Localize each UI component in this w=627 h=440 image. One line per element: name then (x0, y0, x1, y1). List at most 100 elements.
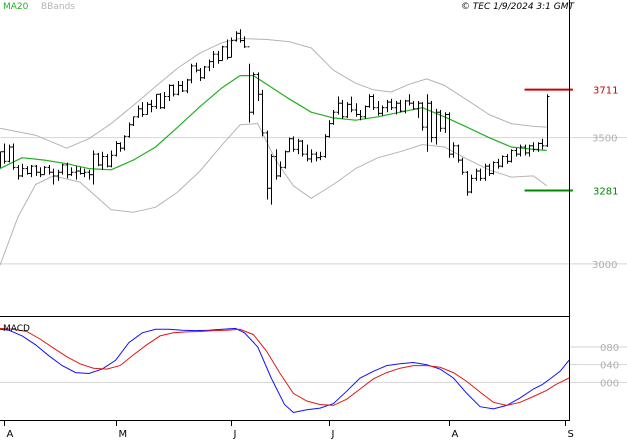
price-bar (238, 29, 243, 43)
bollinger-bands-layer (0, 38, 548, 266)
price-bar (478, 168, 483, 181)
price-bar (105, 154, 110, 168)
price-bar (505, 154, 510, 164)
price-bar (314, 151, 319, 162)
price-bar (225, 39, 230, 60)
price-bar (167, 84, 172, 101)
price-bar (56, 169, 61, 181)
price-bar (340, 99, 345, 120)
price-bar (545, 94, 550, 147)
price-bar (385, 99, 390, 113)
price-bar (185, 78, 190, 94)
price-bar (220, 45, 225, 62)
price-bar (527, 144, 532, 157)
price-bar (500, 155, 505, 168)
price-bar (51, 168, 56, 185)
price-bar (363, 105, 368, 120)
price-bar (189, 63, 194, 84)
price-bar (509, 149, 514, 163)
price-bar (416, 100, 421, 118)
price-bar (38, 167, 43, 178)
macd-tick-label: 080 (600, 343, 619, 354)
legend-bbands: BBands (41, 2, 75, 12)
price-bar (403, 99, 408, 114)
price-bar (149, 99, 154, 113)
price-bar (331, 109, 336, 125)
price-bar (474, 168, 479, 181)
price-bar (318, 151, 323, 161)
price-bar (114, 141, 119, 157)
price-bar (251, 72, 256, 115)
price-bar (118, 142, 123, 152)
x-tick-label: A (7, 429, 14, 440)
price-bar (283, 150, 288, 169)
price-bar (242, 36, 247, 48)
price-bar (145, 102, 150, 115)
price-bar (483, 163, 488, 181)
price-bar (327, 120, 332, 138)
price-bar (269, 154, 274, 205)
price-bar (109, 150, 114, 168)
ma20-layer (0, 74, 547, 171)
price-bar (274, 149, 279, 180)
price-bar (487, 163, 492, 176)
price-bar (256, 72, 261, 101)
ma20-line (0, 74, 547, 171)
price-bar (278, 161, 283, 178)
price-bar (91, 150, 96, 185)
price-bar (460, 157, 465, 175)
price-bar (154, 93, 159, 109)
price-bar (496, 158, 501, 169)
price-bar (234, 31, 239, 42)
price-bar (514, 148, 519, 157)
price-bar (216, 51, 221, 64)
price-bar (207, 59, 212, 72)
price-bar (429, 100, 434, 143)
legend-ma20: MA20 (3, 2, 29, 12)
price-bar (354, 103, 359, 117)
price-bar (131, 116, 136, 126)
price-bar (465, 171, 470, 196)
price-bar (265, 130, 270, 200)
price-bar (443, 112, 448, 133)
bbands-upper-line (0, 38, 547, 149)
price-bar (447, 112, 452, 158)
price-bar (349, 96, 354, 113)
price-bar (469, 174, 474, 194)
price-bar (425, 94, 430, 152)
macd-tick-label: 040 (600, 361, 619, 372)
price-bar (69, 167, 74, 176)
x-tick-label: S (568, 429, 574, 440)
price-bar (523, 144, 528, 156)
price-bar (42, 166, 47, 176)
macd-tick-label: 000 (600, 378, 619, 389)
price-bars-layer (0, 29, 550, 205)
price-bar (540, 138, 545, 150)
price-bar (29, 164, 34, 178)
price-bar (16, 164, 21, 180)
price-bar (371, 94, 376, 110)
price-bar (194, 62, 199, 73)
price-bar (438, 109, 443, 132)
price-bar (394, 100, 399, 115)
bbands-lower-line (0, 123, 548, 266)
price-bar (456, 144, 461, 163)
price-bar (96, 152, 101, 167)
price-bar (11, 143, 16, 170)
price-bar (171, 84, 176, 97)
price-bar (100, 151, 105, 170)
price-bar (78, 167, 83, 175)
price-bar (296, 138, 301, 155)
price-bar (136, 105, 141, 118)
price-bar (0, 151, 3, 168)
signal-line (0, 327, 570, 406)
price-bar (127, 122, 132, 138)
price-bar (291, 136, 296, 152)
price-bar (82, 168, 87, 178)
price-bar (122, 135, 127, 151)
price-bar (65, 162, 70, 179)
price-bar (491, 161, 496, 175)
price-bar (389, 98, 394, 110)
price-bar (380, 105, 385, 116)
